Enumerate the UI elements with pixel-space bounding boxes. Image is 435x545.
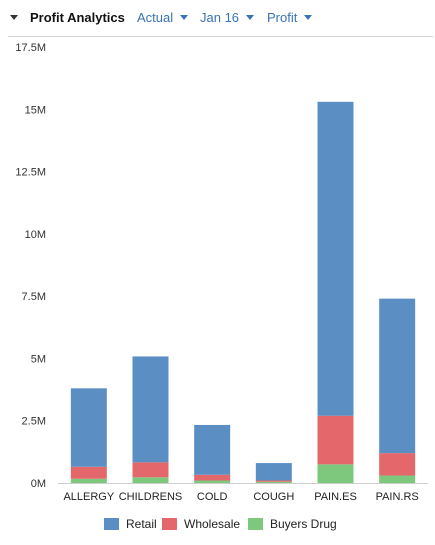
x-category-label: COUGH [253, 491, 294, 503]
bar-segment-wholesale[interactable] [194, 474, 231, 481]
scenario-dropdown[interactable]: Actual [137, 10, 189, 25]
x-category-label: PAIN.RS [376, 491, 419, 503]
y-tick-label: 5M [31, 353, 46, 365]
bar-segment-buyers-drug[interactable] [70, 478, 107, 483]
bar-segment-buyers-drug[interactable] [194, 480, 231, 483]
chevron-down-icon [246, 15, 255, 20]
bar-segment-wholesale[interactable] [255, 480, 292, 482]
bar-segment-retail[interactable] [317, 101, 354, 416]
y-tick-label: 15M [25, 104, 46, 116]
bar-segment-wholesale[interactable] [132, 462, 169, 478]
collapse-caret-icon[interactable] [10, 15, 18, 20]
bar-segment-wholesale[interactable] [379, 453, 416, 476]
legend-label-wholesale: Wholesale [184, 517, 241, 531]
bar-segment-wholesale[interactable] [70, 466, 107, 479]
y-tick-label: 0M [31, 478, 46, 490]
bar-segment-buyers-drug[interactable] [132, 477, 169, 483]
y-tick-label: 12.5M [15, 167, 46, 179]
bar-segment-retail[interactable] [255, 463, 292, 481]
period-dropdown[interactable]: Jan 16 [200, 10, 255, 25]
y-tick-label: 10M [25, 229, 46, 241]
header-divider [8, 36, 433, 37]
y-tick-label: 7.5M [22, 291, 46, 303]
x-category-label: ALLERGY [63, 491, 114, 503]
legend-item-buyers-drug[interactable]: Buyers Drug [248, 517, 337, 531]
bar-segment-buyers-drug[interactable] [255, 481, 292, 483]
x-category-label: PAIN.ES [314, 491, 357, 503]
chart-title: Profit Analytics [30, 10, 125, 25]
chevron-down-icon [304, 15, 313, 20]
measure-dropdown[interactable]: Profit [267, 10, 313, 25]
bar-segment-retail[interactable] [379, 298, 416, 454]
x-category-label: CHILDRENS [119, 491, 183, 503]
y-tick-label: 2.5M [22, 416, 46, 428]
period-dropdown-label: Jan 16 [200, 10, 240, 25]
bar-segment-retail[interactable] [132, 356, 169, 463]
x-category-label: COLD [197, 491, 228, 503]
legend-swatch-wholesale [162, 518, 177, 530]
chart-legend: Retail Wholesale Buyers Drug [0, 517, 435, 535]
legend-label-buyers-drug: Buyers Drug [270, 517, 337, 531]
legend-item-wholesale[interactable]: Wholesale [162, 517, 240, 531]
bar-segment-buyers-drug[interactable] [317, 464, 354, 483]
bar-segment-wholesale[interactable] [317, 415, 354, 465]
legend-label-retail: Retail [126, 517, 157, 531]
chart-header: Profit Analytics Actual Jan 16 Profit [0, 0, 435, 36]
stacked-bar-chart: 0M 2.5M 5M 7.5M 10M 12.5M 15M 17.5M ALLERGY CHILD… [15, 42, 428, 503]
bar-segment-retail[interactable] [70, 388, 107, 467]
legend-swatch-buyers-drug [248, 518, 263, 530]
y-tick-label: 17.5M [15, 42, 46, 54]
scenario-dropdown-label: Actual [137, 10, 174, 25]
chevron-down-icon [180, 15, 189, 20]
legend-swatch-retail [104, 518, 119, 530]
bar-segment-retail[interactable] [194, 424, 231, 475]
measure-dropdown-label: Profit [267, 10, 298, 25]
bar-segment-buyers-drug[interactable] [379, 475, 416, 483]
legend-item-retail[interactable]: Retail [104, 517, 157, 531]
